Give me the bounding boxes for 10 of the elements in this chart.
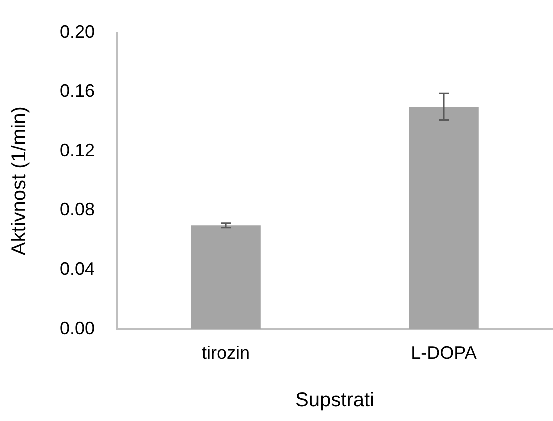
y-tick-label: 0.12: [60, 140, 96, 160]
x-axis-title: Supstrati: [296, 390, 374, 412]
y-tick-label: 0.20: [60, 22, 96, 42]
x-tick-label: L-DOPA: [411, 343, 477, 364]
y-tick-label: 0.00: [60, 318, 96, 338]
y-tick-label: 0.16: [60, 81, 96, 102]
y-axis-title: Aktivnost (1/min): [8, 106, 31, 256]
y-tick-label: 0.08: [60, 200, 96, 220]
x-tick-label: tirozin: [202, 343, 250, 364]
y-tick-label: 0.04: [60, 259, 96, 280]
